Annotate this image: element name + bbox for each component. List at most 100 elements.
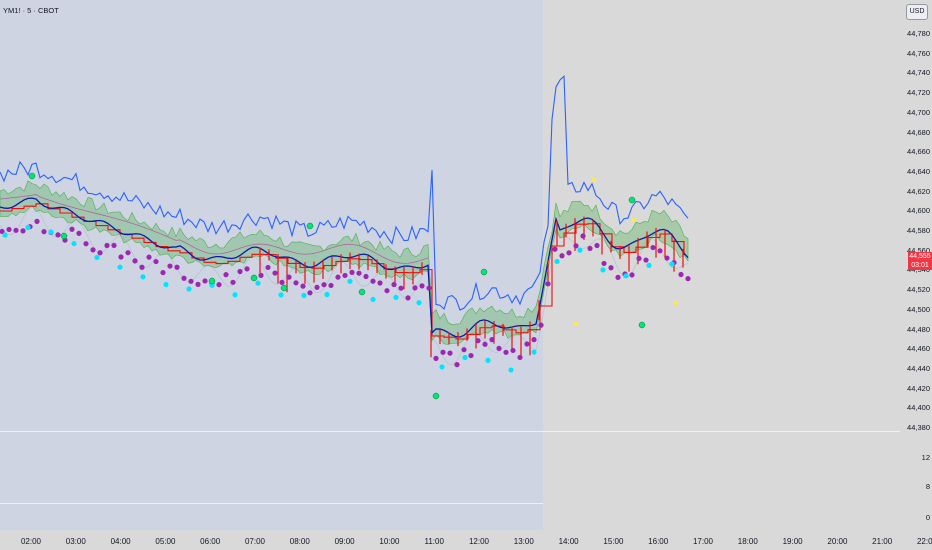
pane-divider[interactable] <box>0 431 900 432</box>
cyan-signal-dot <box>531 349 537 355</box>
price-axis-label: 44,780 <box>907 29 930 38</box>
purple-signal-dot <box>160 269 166 276</box>
cyan-signal-dot <box>48 229 54 235</box>
last-price: 44,555 <box>909 253 931 260</box>
purple-signal-dot <box>573 243 579 249</box>
cyan-signal-dot <box>186 286 192 292</box>
time-axis-label: 22:00 <box>916 537 932 546</box>
cyan-signal-dot <box>301 292 307 299</box>
session-highlight <box>0 0 543 530</box>
purple-signal-dot <box>0 228 5 235</box>
purple-signal-dot <box>475 338 481 344</box>
purple-signal-dot <box>398 285 404 291</box>
purple-signal-dot <box>34 218 40 224</box>
green-signal-dot <box>432 392 440 400</box>
purple-signal-dot <box>461 347 467 353</box>
purple-signal-dot <box>258 272 264 278</box>
cyan-signal-dot <box>623 273 629 279</box>
green-signal-dot <box>60 232 68 240</box>
cyan-signal-dot <box>117 264 123 270</box>
purple-signal-dot <box>510 347 516 354</box>
purple-signal-dot <box>202 278 208 284</box>
yellow-signal-dot <box>591 177 597 183</box>
price-axis-label: 44,600 <box>907 206 930 216</box>
purple-signal-dot <box>244 266 250 272</box>
purple-signal-dot <box>118 254 124 260</box>
purple-signal-dot <box>454 362 460 368</box>
time-axis-label: 19:00 <box>782 537 803 546</box>
purple-signal-dot <box>279 279 285 285</box>
purple-signal-dot <box>468 352 474 359</box>
time-axis-label: 14:00 <box>558 537 579 546</box>
price-axis-label: 44,620 <box>907 186 930 196</box>
currency-button[interactable]: USD <box>906 4 928 20</box>
purple-signal-dot <box>314 284 320 290</box>
purple-signal-dot <box>69 226 75 232</box>
symbol-title[interactable]: YM1! · 5 · CBOT <box>3 6 59 15</box>
green-signal-dot <box>28 172 36 180</box>
price-axis-label: 44,580 <box>907 226 930 235</box>
pane-divider <box>0 503 543 504</box>
purple-signal-dot <box>664 255 670 261</box>
purple-signal-dot <box>335 274 341 280</box>
time-axis-label: 21:00 <box>872 537 893 546</box>
time-axis-label: 04:00 <box>110 537 131 546</box>
purple-signal-dot <box>643 257 649 263</box>
purple-signal-dot <box>328 282 334 289</box>
purple-signal-dot <box>601 260 607 267</box>
cyan-signal-dot <box>140 274 146 280</box>
green-signal-dot <box>628 196 636 204</box>
purple-signal-dot <box>104 242 110 249</box>
yellow-signal-dot <box>673 300 679 306</box>
cyan-signal-dot <box>94 254 100 261</box>
magenta-indicator-line <box>0 194 429 264</box>
purple-signal-dot <box>83 241 89 247</box>
purple-signal-dot <box>384 288 390 294</box>
green-signal-dot <box>208 277 216 285</box>
cyan-signal-dot <box>508 367 514 373</box>
purple-signal-dot <box>41 229 47 235</box>
purple-signal-dot <box>370 278 376 284</box>
purple-signal-dot <box>412 285 418 291</box>
cyan-signal-dot <box>577 247 583 253</box>
cyan-signal-dot <box>278 292 284 298</box>
price-axis-label: 44,520 <box>907 285 930 295</box>
purple-signal-dot <box>391 281 397 288</box>
cyan-signal-dot <box>163 281 169 288</box>
purple-signal-dot <box>153 258 159 265</box>
purple-signal-dot <box>650 244 656 251</box>
green-signal-dot <box>306 222 314 230</box>
purple-signal-dot <box>125 250 131 256</box>
cyan-signal-dot <box>600 267 606 273</box>
purple-signal-dot <box>545 281 551 287</box>
purple-signal-dot <box>76 230 82 236</box>
purple-signal-dot <box>447 350 453 356</box>
purple-signal-dot <box>552 246 558 252</box>
cyan-signal-dot <box>324 291 330 298</box>
cyan-signal-dot <box>2 232 8 238</box>
purple-signal-dot <box>188 278 194 284</box>
cyan-signal-dot <box>347 278 353 284</box>
chart-plot-area[interactable] <box>0 0 900 530</box>
purple-signal-dot <box>685 276 691 282</box>
purple-signal-dot <box>489 337 495 343</box>
time-axis-label: 15:00 <box>603 537 624 546</box>
cyan-signal-dot <box>71 240 77 247</box>
purple-signal-dot <box>657 248 663 254</box>
cyan-signal-dot <box>370 296 376 303</box>
time-axis[interactable]: 02:00 03:00 04:00 05:00 06:00 07:00 08:00 09:00… <box>0 530 932 550</box>
purple-signal-dot <box>181 275 187 281</box>
purple-signal-dot <box>139 264 145 270</box>
purple-signal-dot <box>286 274 292 280</box>
purple-signal-dot <box>321 282 327 288</box>
time-axis-label: 11:00 <box>424 537 444 546</box>
price-axis-label: 44,440 <box>907 363 930 373</box>
purple-signal-dot <box>615 274 621 280</box>
price-axis-label: 44,380 <box>907 423 930 432</box>
price-axis-label: 44,480 <box>907 324 930 334</box>
purple-signal-dot <box>307 290 313 296</box>
price-axis-label: 44,560 <box>907 245 930 255</box>
purple-signal-dot <box>433 355 439 361</box>
purple-signal-dot <box>293 280 299 286</box>
price-axis-label: 44,420 <box>907 383 930 393</box>
